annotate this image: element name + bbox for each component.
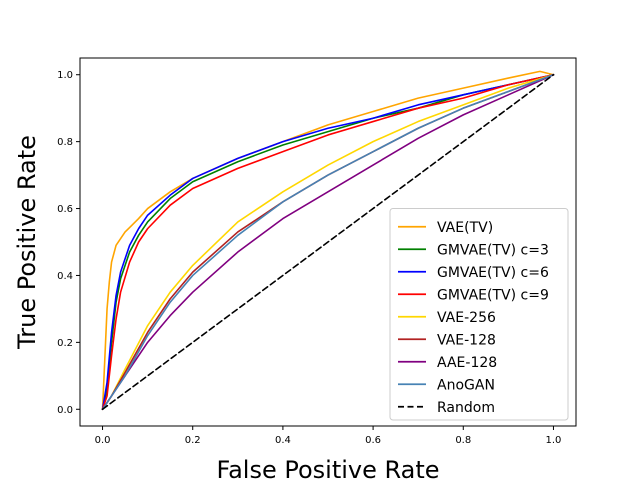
y-axis-label: True Positive Rate <box>13 135 41 350</box>
y-tick-label: 0.2 <box>57 338 73 349</box>
legend-label: GMVAE(TV) c=3 <box>437 242 549 258</box>
x-tick-label: 1.0 <box>546 435 562 446</box>
y-tick-label: 0.0 <box>57 405 73 416</box>
x-tick-label: 0.0 <box>95 435 111 446</box>
plot-frame <box>79 57 577 427</box>
x-axis-label: False Positive Rate <box>216 456 439 480</box>
y-tick-label: 0.4 <box>57 271 73 282</box>
series-line-gmvae-tv-c-9 <box>101 73 555 411</box>
legend-box <box>389 208 569 421</box>
x-tick-label: 0.6 <box>365 435 381 446</box>
legend-label: VAE-256 <box>437 310 496 326</box>
x-tick-label: 0.8 <box>455 435 471 446</box>
legend-label: AnoGAN <box>437 377 495 393</box>
x-axis-ticks: 0.0 0.2 0.4 0.6 0.8 1.0 <box>95 426 562 446</box>
y-tick-label: 0.6 <box>57 204 73 215</box>
series-line-vae-256 <box>101 73 555 411</box>
series-layer <box>101 70 555 411</box>
x-tick-label: 0.4 <box>275 435 291 446</box>
legend-label: GMVAE(TV) c=6 <box>437 265 549 281</box>
legend-label: Random <box>437 400 495 416</box>
legend-label: VAE-128 <box>437 332 496 348</box>
y-tick-label: 0.8 <box>57 137 73 148</box>
y-tick-label: 1.0 <box>57 70 73 81</box>
legend: VAE(TV) GMVAE(TV) c=3 GMVAE(TV) c=6 GMVAE(T… <box>389 208 569 421</box>
legend-label: AAE-128 <box>437 355 497 371</box>
series-line-vae-tv <box>101 70 555 411</box>
y-axis-ticks: 0.0 0.2 0.4 0.6 0.8 1.0 <box>57 70 80 416</box>
legend-label: VAE(TV) <box>437 220 493 236</box>
series-line-gmvae-tv-c-6 <box>101 73 555 411</box>
series-line-anogan <box>101 73 555 411</box>
series-line-random <box>101 73 555 411</box>
x-tick-label: 0.2 <box>185 435 201 446</box>
legend-label: GMVAE(TV) c=9 <box>437 287 549 303</box>
